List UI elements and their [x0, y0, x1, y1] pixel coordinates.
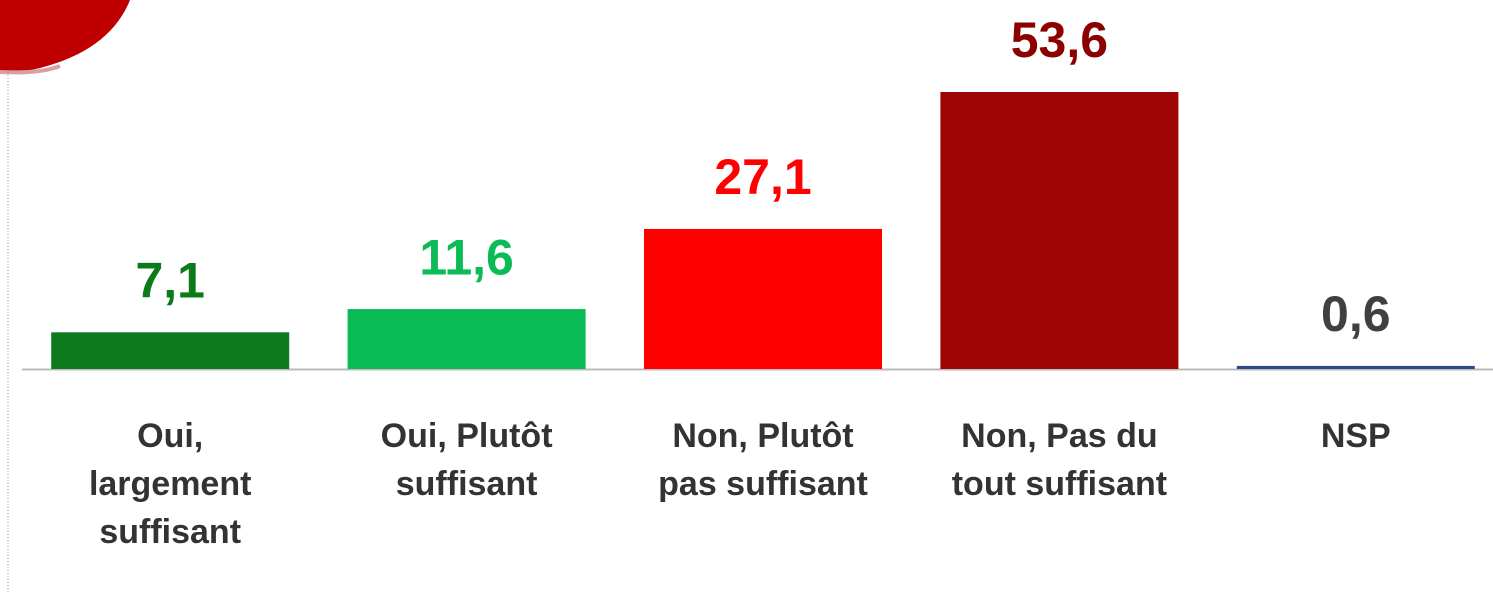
x-tick-label: Non, Pas du tout suffisant — [951, 417, 1168, 503]
decoration — [0, 0, 130, 73]
x-tick-label: Non, Plutôt pas suffisant — [658, 417, 868, 503]
bar — [644, 228, 882, 369]
value-label: 53,6 — [1011, 12, 1108, 68]
value-label: 7,1 — [135, 253, 205, 309]
bar — [1236, 365, 1475, 369]
bar — [51, 332, 290, 369]
bar — [940, 92, 1179, 369]
value-label: 0,6 — [1321, 286, 1391, 342]
x-tick-label: Oui, largement suffisant — [88, 417, 252, 551]
bar — [347, 309, 586, 369]
decoration — [0, 64, 61, 75]
x-tick-label: Oui, Plutôt suffisant — [380, 417, 553, 503]
x-tick-label: NSP — [1320, 417, 1391, 455]
value-label: 11,6 — [419, 229, 514, 285]
value-label: 27,1 — [714, 149, 811, 205]
